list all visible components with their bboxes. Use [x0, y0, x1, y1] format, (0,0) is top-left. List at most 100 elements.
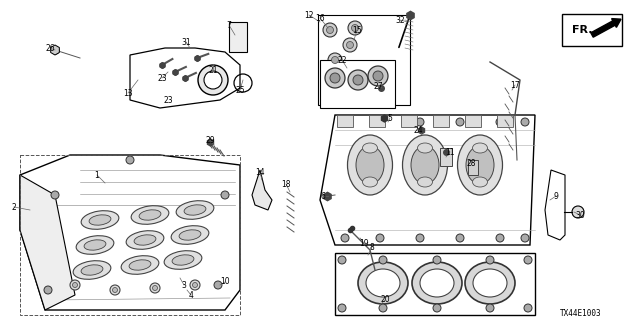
- Circle shape: [44, 286, 52, 294]
- Ellipse shape: [131, 206, 169, 224]
- Circle shape: [110, 285, 120, 295]
- Bar: [369, 115, 385, 127]
- Circle shape: [330, 73, 340, 83]
- Circle shape: [323, 23, 337, 37]
- Circle shape: [328, 53, 342, 67]
- Circle shape: [376, 234, 384, 242]
- Text: 28: 28: [467, 158, 476, 167]
- Text: 19: 19: [359, 238, 369, 247]
- Ellipse shape: [121, 256, 159, 274]
- Text: 16: 16: [315, 13, 325, 22]
- Circle shape: [486, 304, 494, 312]
- Ellipse shape: [89, 215, 111, 225]
- Circle shape: [524, 256, 532, 264]
- Bar: [433, 115, 449, 127]
- Circle shape: [346, 42, 353, 49]
- Circle shape: [368, 66, 388, 86]
- Circle shape: [343, 38, 357, 52]
- Ellipse shape: [81, 211, 119, 229]
- Text: 25: 25: [235, 85, 245, 94]
- Bar: [20, 155, 240, 315]
- Polygon shape: [130, 48, 240, 108]
- Circle shape: [193, 283, 198, 287]
- Ellipse shape: [417, 177, 433, 187]
- Text: 1: 1: [95, 171, 99, 180]
- Circle shape: [351, 25, 358, 31]
- Ellipse shape: [171, 226, 209, 244]
- Text: 20: 20: [380, 295, 390, 305]
- Ellipse shape: [179, 230, 201, 240]
- Ellipse shape: [134, 235, 156, 245]
- Text: 7: 7: [227, 20, 232, 29]
- Bar: [497, 115, 513, 127]
- Bar: [562, 14, 622, 46]
- Ellipse shape: [472, 143, 488, 153]
- Ellipse shape: [81, 265, 103, 275]
- Circle shape: [214, 281, 222, 289]
- Circle shape: [521, 118, 529, 126]
- Ellipse shape: [84, 240, 106, 250]
- Text: 18: 18: [281, 180, 291, 188]
- Text: 24: 24: [413, 125, 423, 134]
- Circle shape: [325, 68, 345, 88]
- Bar: [440, 148, 452, 166]
- Ellipse shape: [358, 262, 408, 304]
- Circle shape: [379, 304, 387, 312]
- Ellipse shape: [362, 143, 378, 153]
- Circle shape: [150, 283, 160, 293]
- Text: FR.: FR.: [572, 25, 593, 35]
- Ellipse shape: [176, 201, 214, 219]
- Ellipse shape: [184, 205, 206, 215]
- Text: 29: 29: [205, 135, 215, 145]
- Circle shape: [221, 191, 229, 199]
- Circle shape: [456, 234, 464, 242]
- Text: 17: 17: [510, 81, 520, 90]
- Text: 11: 11: [445, 148, 455, 156]
- Ellipse shape: [73, 261, 111, 279]
- Ellipse shape: [411, 146, 439, 184]
- Circle shape: [326, 27, 333, 34]
- Text: 30: 30: [575, 211, 585, 220]
- Ellipse shape: [356, 146, 384, 184]
- Text: 8: 8: [370, 243, 374, 252]
- Text: 21: 21: [208, 66, 218, 75]
- Circle shape: [486, 256, 494, 264]
- Ellipse shape: [473, 269, 507, 297]
- Polygon shape: [545, 170, 565, 240]
- Ellipse shape: [198, 65, 228, 95]
- FancyArrow shape: [591, 19, 621, 37]
- Circle shape: [152, 285, 157, 291]
- Circle shape: [416, 234, 424, 242]
- Circle shape: [521, 234, 529, 242]
- Text: 32: 32: [395, 15, 405, 25]
- Ellipse shape: [366, 269, 400, 297]
- Ellipse shape: [465, 262, 515, 304]
- Ellipse shape: [76, 236, 114, 254]
- Text: 15: 15: [352, 26, 362, 35]
- Ellipse shape: [362, 177, 378, 187]
- Polygon shape: [252, 170, 272, 210]
- Polygon shape: [335, 253, 535, 315]
- Circle shape: [338, 304, 346, 312]
- Ellipse shape: [331, 67, 345, 73]
- Circle shape: [376, 118, 384, 126]
- Polygon shape: [320, 115, 535, 245]
- Ellipse shape: [472, 177, 488, 187]
- Text: 6: 6: [321, 191, 325, 201]
- Ellipse shape: [129, 260, 151, 270]
- Text: 23: 23: [157, 74, 167, 83]
- Ellipse shape: [164, 251, 202, 269]
- Polygon shape: [20, 175, 75, 310]
- Bar: [318, 15, 410, 105]
- Circle shape: [70, 280, 80, 290]
- Circle shape: [126, 156, 134, 164]
- Ellipse shape: [126, 231, 164, 249]
- Polygon shape: [320, 60, 395, 108]
- Text: 22: 22: [337, 55, 347, 65]
- Circle shape: [379, 256, 387, 264]
- Text: 12: 12: [304, 11, 314, 20]
- Circle shape: [433, 256, 441, 264]
- Circle shape: [51, 191, 59, 199]
- Circle shape: [113, 287, 118, 292]
- Text: 26: 26: [45, 44, 55, 52]
